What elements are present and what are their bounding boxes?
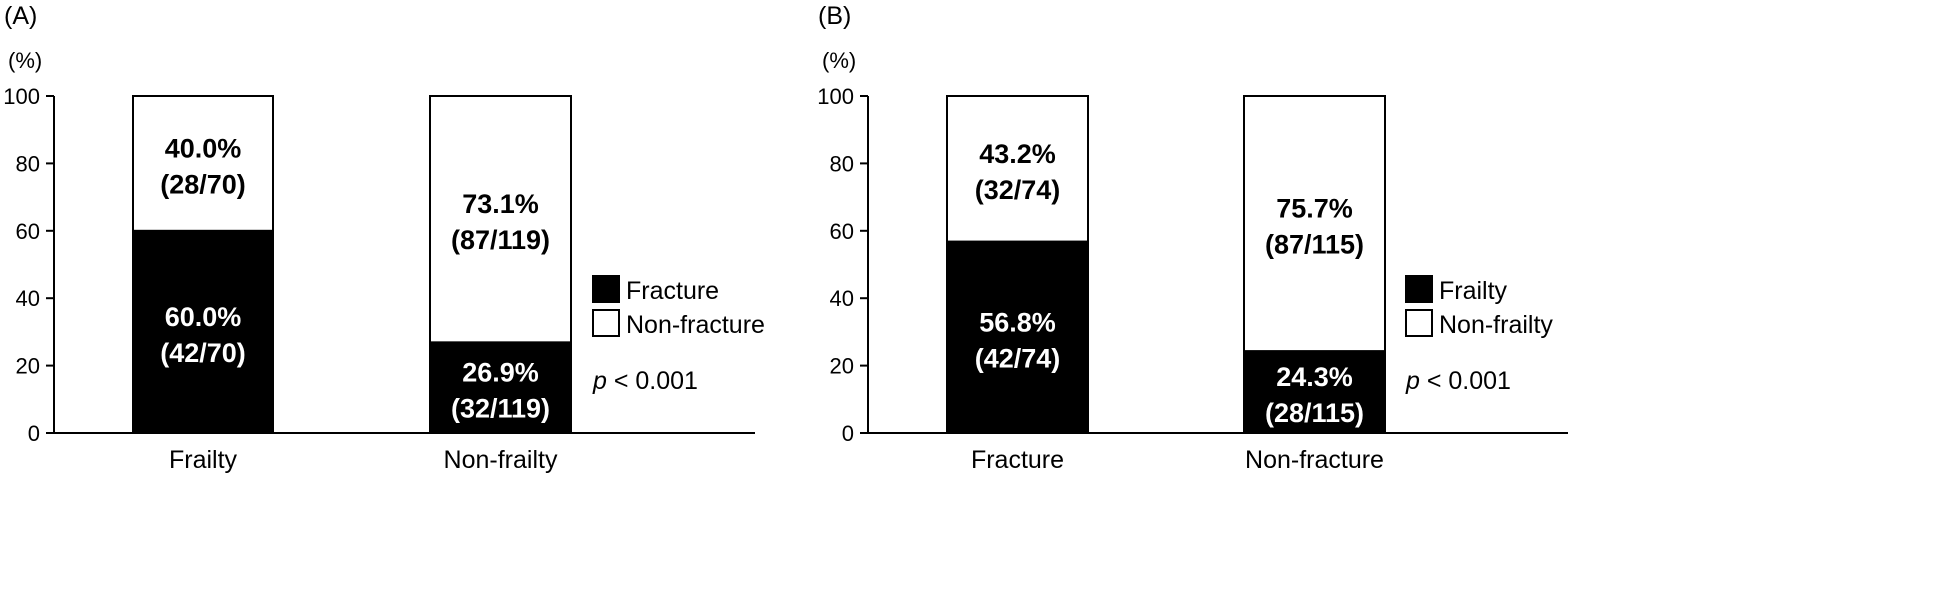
data-label-count: (87/119) xyxy=(451,225,550,255)
bar-segment-fracture xyxy=(429,341,572,434)
legend-swatch xyxy=(592,309,620,337)
x-tick-label: Frailty xyxy=(169,446,238,474)
data-label-percent: 40.0% xyxy=(165,133,242,163)
y-tick-label: 60 xyxy=(830,219,854,244)
p-symbol: p xyxy=(1405,367,1420,395)
x-tick-label: Non-frailty xyxy=(444,446,558,474)
data-label-count: (42/74) xyxy=(975,343,1061,373)
y-tick-label: 0 xyxy=(842,421,854,446)
legend: Frailty Non-frailty xyxy=(1405,275,1553,339)
data-label-percent: 24.3% xyxy=(1276,362,1353,392)
legend-label: Frailty xyxy=(1439,277,1508,305)
p-value-text: < 0.001 xyxy=(1420,367,1511,395)
y-tick-label: 20 xyxy=(830,354,854,379)
chart-panel-a: (A) (%) 0 20 40 60 80 100 60.0% (42/70) 40.0% (28/7… xyxy=(3,2,765,474)
data-label-percent: 73.1% xyxy=(462,189,539,219)
y-tick-label: 80 xyxy=(830,151,854,176)
p-symbol: p xyxy=(592,367,607,395)
y-tick-label: 0 xyxy=(28,421,40,446)
legend-swatch xyxy=(1405,275,1433,303)
bar-segment-non-frailty xyxy=(946,95,1089,243)
legend-label: Non-fracture xyxy=(626,311,765,339)
data-label-percent: 26.9% xyxy=(462,358,539,388)
data-label-count: (32/74) xyxy=(975,175,1061,205)
p-value: p < 0.001 xyxy=(1405,367,1511,395)
data-label-percent: 43.2% xyxy=(979,139,1056,169)
y-tick-label: 80 xyxy=(16,151,40,176)
bar-segment-non-fracture xyxy=(429,95,572,344)
y-tick-label: 60 xyxy=(16,219,40,244)
p-value: p < 0.001 xyxy=(592,367,698,395)
legend-swatch xyxy=(1405,309,1433,337)
y-tick-label: 100 xyxy=(3,84,40,109)
bar-segment-non-frailty xyxy=(1243,95,1386,353)
data-label-percent: 60.0% xyxy=(165,302,242,332)
x-tick-label: Fracture xyxy=(971,446,1064,474)
y-axis-unit: (%) xyxy=(822,48,856,73)
y-tick-label: 20 xyxy=(16,354,40,379)
p-value-text: < 0.001 xyxy=(607,367,698,395)
chart-panel-b: (B) (%) 0 20 40 60 80 100 56.8% (42/74) 43.2% (32/7… xyxy=(817,2,1568,474)
y-tick-label: 40 xyxy=(830,286,854,311)
panel-label: (A) xyxy=(4,2,37,30)
data-label-count: (28/70) xyxy=(160,169,246,199)
data-label-percent: 75.7% xyxy=(1276,194,1353,224)
x-tick-label: Non-fracture xyxy=(1245,446,1384,474)
panel-label: (B) xyxy=(818,2,851,30)
legend-label: Fracture xyxy=(626,277,719,305)
data-label-count: (87/115) xyxy=(1265,230,1364,260)
y-tick-label: 40 xyxy=(16,286,40,311)
legend-label: Non-frailty xyxy=(1439,311,1553,339)
y-tick-label: 100 xyxy=(817,84,854,109)
legend-swatch xyxy=(592,275,620,303)
legend: Fracture Non-fracture xyxy=(592,275,765,339)
y-axis-unit: (%) xyxy=(8,48,42,73)
data-label-count: (28/115) xyxy=(1265,398,1364,428)
data-label-percent: 56.8% xyxy=(979,307,1056,337)
data-label-count: (42/70) xyxy=(160,338,246,368)
data-label-count: (32/119) xyxy=(451,394,550,424)
bar-segment-non-fracture xyxy=(132,95,274,232)
